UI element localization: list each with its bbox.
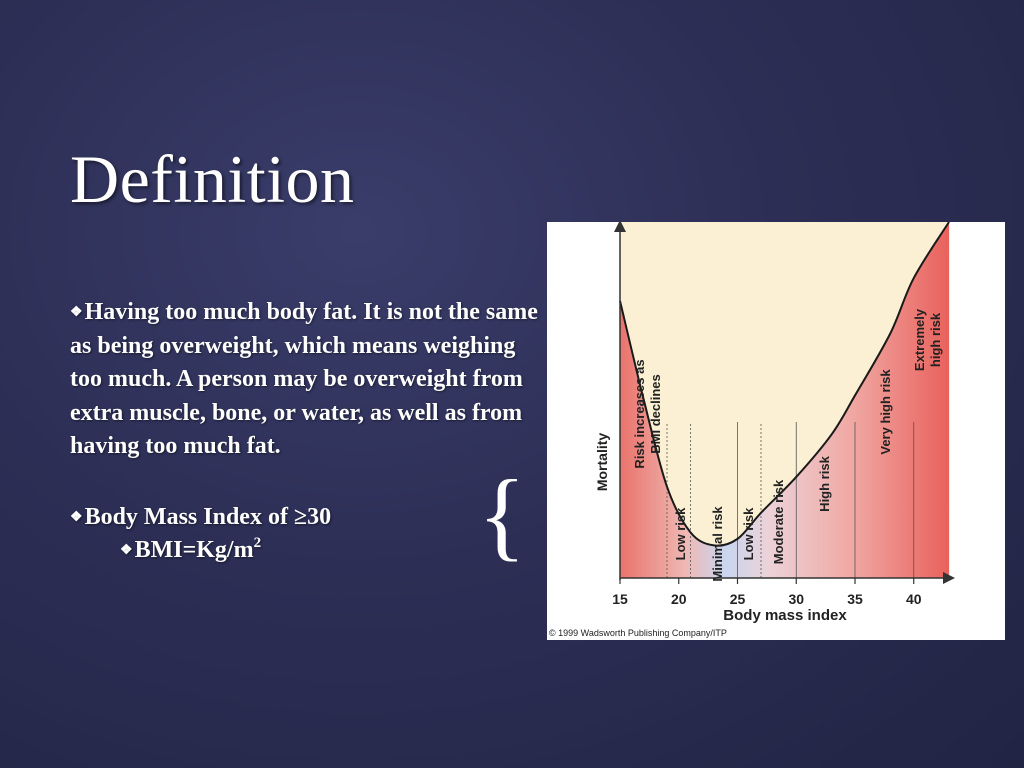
zone-label: High risk [817, 455, 832, 511]
bullet-superscript: 2 [253, 535, 262, 551]
slide-title: Definition [70, 141, 355, 217]
decorative-brace: { [478, 459, 526, 570]
bullet-text: Body Mass Index of ≥30 [84, 503, 332, 530]
bullet-bmi-formula: ❖BMI=Kg/m2 [120, 534, 540, 568]
y-axis-label: Mortality [594, 433, 610, 492]
x-tick-label: 15 [612, 591, 628, 607]
bullet-bmi-threshold: ❖Body Mass Index of ≥30 [70, 501, 540, 535]
x-tick-label: 30 [788, 591, 804, 607]
mortality-curve [619, 222, 950, 547]
chart-svg: 15 20 25 30 35 40 Risk increases asBMI declin… [549, 222, 955, 638]
zone-label: Minimal risk [710, 506, 725, 582]
risk-area-fill [620, 222, 949, 578]
x-axis-label: Body mass index [723, 607, 847, 624]
zone-label: Low risk [741, 507, 756, 561]
x-tick-label: 40 [906, 591, 922, 607]
bullet-text: BMI=Kg/m [134, 537, 254, 563]
zone-label: Risk increases asBMI declines [632, 359, 663, 468]
copyright-text: © 1999 Wadsworth Publishing Company/ITP [549, 628, 727, 638]
bullet-obesity-definition: ❖Having too much body fat. It is not the… [70, 296, 540, 464]
diamond-bullet-icon: ❖ [70, 305, 83, 320]
zone-label: Extremelyhigh risk [912, 308, 943, 371]
zone-label: Low risk [673, 507, 688, 561]
diamond-bullet-icon: ❖ [70, 509, 83, 525]
zone-label: Very high risk [878, 369, 893, 455]
bullet-text: Having too much body fat. It is not the … [70, 299, 538, 459]
x-tick-label: 20 [671, 591, 687, 607]
zone-label: Moderate risk [771, 479, 786, 564]
diamond-bullet-icon: ❖ [120, 543, 133, 558]
bullet-list: ❖Having too much body fat. It is not the… [70, 296, 540, 568]
x-tick-label: 35 [847, 591, 863, 607]
x-tick-label: 25 [730, 591, 746, 607]
bmi-mortality-chart: 15 20 25 30 35 40 Risk increases asBMI declin… [547, 222, 1005, 640]
